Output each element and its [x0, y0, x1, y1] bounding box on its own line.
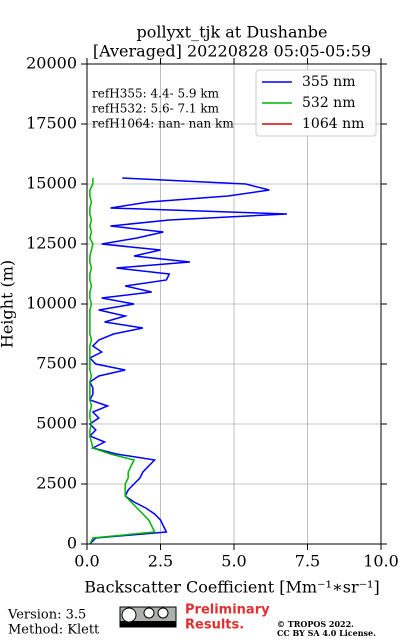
x-tick-label: 7.5 [295, 552, 320, 571]
y-tick-label: 17500 [26, 114, 77, 133]
legend-label: 1064 nm [302, 116, 364, 132]
x-tick-label: 10.0 [363, 552, 399, 571]
annotation: refH355: 4.4- 5.9 km [92, 87, 220, 101]
y-tick-label: 7500 [36, 354, 77, 373]
y-tick-label: 20000 [26, 54, 77, 73]
y-tick-label: 5000 [36, 414, 77, 433]
copyright: © TROPOS 2022. [277, 619, 354, 629]
annotation: refH532: 5.6- 7.1 km [92, 102, 220, 116]
annotation: refH1064: nan- nan km [92, 117, 234, 131]
cc-logo [119, 606, 177, 628]
notice: Results. [185, 618, 244, 633]
chart-title: pollyxt_tjk at Dushanbe [136, 23, 327, 42]
copyright: CC BY SA 4.0 License. [277, 628, 376, 638]
plot-frame [86, 63, 382, 545]
legend-label: 355 nm [302, 74, 355, 90]
y-tick-label: 2500 [36, 474, 77, 493]
y-tick-label: 0 [67, 534, 77, 553]
x-tick-label: 5.0 [221, 552, 246, 571]
profile-line [88, 177, 287, 545]
x-tick-label: 2.5 [148, 552, 173, 571]
y-axis-label: Height (m) [0, 260, 17, 348]
legend-box [255, 69, 377, 137]
y-tick-label: 15000 [26, 174, 77, 193]
notice: Preliminary [185, 603, 270, 618]
method: Method: Klett [8, 623, 100, 638]
profile-line [89, 178, 156, 545]
y-tick-label: 12500 [26, 234, 77, 253]
y-tick-label: 10000 [26, 294, 77, 313]
legend-label: 532 nm [302, 95, 355, 111]
version: Version: 3.5 [7, 608, 86, 623]
x-tick-label: 0.0 [74, 552, 99, 571]
chart-subtitle: [Averaged] 20220828 05:05-05:59 [93, 42, 371, 61]
x-axis-label: Backscatter Coefficient [Mm⁻¹∗sr⁻¹] [84, 578, 379, 597]
